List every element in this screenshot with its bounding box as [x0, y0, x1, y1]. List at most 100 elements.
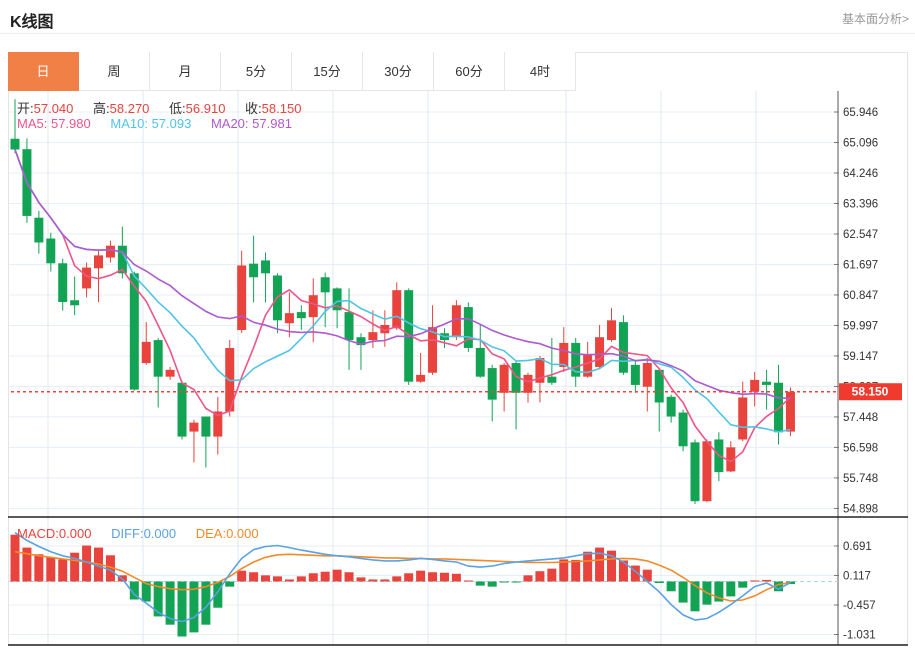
- candle: [451, 305, 461, 338]
- candle: [630, 364, 640, 385]
- macd-bar: [392, 576, 402, 582]
- macd-bar: [559, 559, 569, 582]
- y-axis-label: 65.946: [843, 107, 878, 119]
- candle: [547, 376, 557, 383]
- macd-bar: [213, 581, 223, 608]
- candle: [177, 382, 187, 437]
- tab-周[interactable]: 周: [79, 52, 150, 91]
- tab-日[interactable]: 日: [8, 52, 79, 91]
- open-value: 57.040: [33, 101, 74, 116]
- dea-value: 0.000: [226, 526, 259, 541]
- macd-bar: [738, 581, 748, 588]
- diff-label: DIFF:: [111, 526, 144, 541]
- y-axis-label: 65.096: [843, 138, 878, 150]
- macd-bar: [678, 581, 688, 603]
- candle: [46, 238, 56, 264]
- price-axis: 65.946 65.096 64.246 63.396 62.547 61.697 60.8…: [834, 91, 878, 645]
- candle: [392, 290, 402, 329]
- y-axis-label: 59.997: [843, 320, 878, 332]
- macd-bar: [607, 550, 616, 582]
- tab-4时[interactable]: 4时: [505, 52, 576, 91]
- candle: [559, 342, 569, 367]
- macd-bar: [535, 571, 545, 582]
- y-axis-label: 56.598: [843, 442, 878, 454]
- candle: [201, 416, 211, 437]
- macd-bar: [177, 581, 187, 637]
- header-divider: [0, 33, 915, 34]
- candle: [762, 381, 772, 385]
- macd-axis-label: 0.691: [843, 541, 872, 553]
- macd-bar: [10, 534, 20, 582]
- macd-label: MACD:: [17, 526, 59, 541]
- candle: [344, 312, 354, 341]
- tab-15分[interactable]: 15分: [292, 52, 363, 91]
- y-axis-label: 64.246: [843, 168, 878, 180]
- macd-bar: [344, 572, 354, 582]
- diff-value: 0.000: [143, 526, 177, 541]
- y-axis-label: 60.847: [843, 290, 878, 302]
- tab-30分[interactable]: 30分: [363, 52, 434, 91]
- candle: [571, 342, 581, 377]
- candle: [416, 374, 426, 382]
- close-value: 58.150: [261, 101, 302, 116]
- macd-bar: [332, 569, 342, 582]
- macd-bar: [34, 554, 44, 582]
- open-label: 开:: [17, 101, 34, 116]
- macd-bar: [201, 581, 211, 625]
- pane-borders: [8, 516, 908, 646]
- tab-60分[interactable]: 60分: [434, 52, 505, 91]
- tab-月[interactable]: 月: [150, 52, 221, 91]
- macd-bar: [70, 552, 80, 582]
- macd-legend: MACD:0.000 DIFF:0.000 DEA:0.000: [17, 526, 275, 541]
- macd-bar: [487, 581, 497, 587]
- macd-bar: [666, 581, 676, 592]
- fundamental-analysis-link[interactable]: 基本面分析>: [841, 12, 909, 26]
- candle: [726, 447, 736, 472]
- candle: [738, 397, 748, 440]
- y-axis-label: 54.898: [843, 503, 878, 515]
- macd-bar: [129, 581, 139, 600]
- candle: [750, 379, 760, 392]
- high-label: 高:: [93, 101, 110, 116]
- candle: [213, 411, 223, 437]
- macd-bar: [296, 576, 306, 582]
- low-value: 56.910: [185, 101, 226, 116]
- ma10-value: 57.093: [151, 116, 192, 131]
- tab-5分[interactable]: 5分: [221, 52, 292, 91]
- macd-bar: [583, 551, 593, 582]
- macd-bar: [630, 565, 640, 582]
- candle: [487, 368, 497, 400]
- y-axis-label: 62.547: [843, 229, 878, 241]
- ohlc-legend: 开:57.040 高:58.270 低:56.910 收:58.150: [17, 98, 317, 117]
- candle: [249, 263, 259, 278]
- macd-bar: [523, 575, 533, 582]
- candle: [642, 363, 652, 387]
- macd-bar: [547, 568, 557, 582]
- macd-bar: [571, 559, 581, 582]
- candle: [702, 441, 712, 502]
- macd-bar: [58, 559, 68, 582]
- grid-lines: [9, 91, 838, 645]
- candle: [117, 245, 127, 274]
- candle: [666, 396, 676, 417]
- macd-bar: [237, 570, 247, 582]
- candle: [58, 263, 68, 303]
- macd-bar: [404, 573, 414, 582]
- macd-bar: [261, 575, 271, 582]
- macd-bar: [499, 581, 509, 583]
- high-value: 58.270: [109, 101, 150, 116]
- candle: [34, 217, 44, 243]
- macd-bar: [511, 581, 521, 583]
- ma20-label: MA20:: [210, 116, 249, 131]
- macd-bar: [726, 581, 736, 597]
- candle: [463, 307, 473, 348]
- macd-bar: [272, 576, 282, 582]
- macd-bar: [416, 570, 426, 582]
- macd-bar: [774, 581, 784, 592]
- macd-bar: [750, 580, 760, 582]
- macd-bar: [46, 557, 56, 582]
- macd-value: 0.000: [58, 526, 92, 541]
- dea-line: [14, 550, 791, 602]
